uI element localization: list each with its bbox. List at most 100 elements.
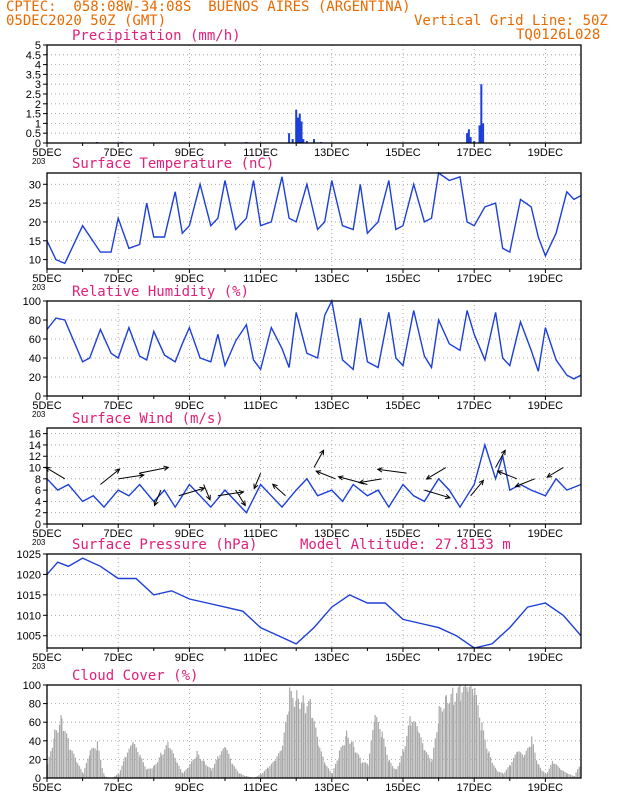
cloud-bar [338,758,340,778]
cloud-bar [461,692,463,778]
cloud-bar [213,763,216,778]
x-tick-label: 9DEC [175,273,204,285]
cloud-bar [236,771,239,778]
cloud-bar [195,757,197,778]
cloud-bar [269,766,271,778]
cloud-bar [397,766,399,778]
cloud-bar [182,773,184,778]
precip-bar [473,141,476,143]
cloud-bar [130,745,132,778]
cloud-bar [468,686,470,778]
x-tick-label: 11DEC [243,147,278,159]
cloud-bar [278,753,280,778]
cloud-bar [229,758,231,778]
x-tick-label: 15DEC [385,147,421,159]
cloud-bar [498,771,500,778]
x-tick-label: 7DEC [104,652,133,664]
cloud-bar [128,748,130,778]
cloud-bar [153,766,155,778]
wind-arrowhead [205,494,211,501]
cloud-bar [347,737,349,778]
cloud-bar [338,750,341,778]
cloud-bar [157,762,159,778]
cloud-bar [367,765,369,778]
cloud-bar [452,687,454,778]
cloud-bar [525,750,527,778]
cloud-bar [482,730,485,778]
cloud-bar [48,756,50,778]
wind-arrowhead [114,468,121,474]
cloud-bar [538,764,540,778]
cloud-bar [514,754,516,778]
x-tick-label: 5DEC [32,147,61,159]
cloud-bar [244,775,246,778]
cloud-bar [167,741,169,778]
cloud-bar [366,763,368,778]
cloud-bar [342,745,344,778]
cloud-bar [297,698,299,778]
cloud-bar [205,764,207,778]
x-tick-label: 9DEC [175,652,204,664]
cloud-bar [537,763,539,778]
cloud-bar [219,754,221,778]
cloud-bar [440,707,442,778]
cloud-bar [365,762,367,778]
cloud-bar [513,758,515,778]
precip-bar [467,129,470,143]
cloud-bar [67,738,69,778]
cloud-bar [511,762,513,778]
cloud-bar [507,767,509,778]
cloud-bar [308,701,310,778]
wind-arrowhead [478,479,485,486]
cloud-bar [137,752,139,778]
cloud-bar [189,764,191,778]
cloud-bar [78,765,80,778]
cloud-bar [303,702,305,778]
cloud-bar [422,743,424,778]
precip-bar [466,133,469,143]
cloud-bar [162,754,164,778]
cloud-bar [559,769,561,778]
cloud-bar [369,753,371,778]
plot-frame [46,553,582,649]
cloud-bar [299,708,301,778]
cloud-bar [407,725,409,778]
panel-title: Precipitation (mm/h) [72,28,241,44]
cloud-bar [101,767,103,778]
cloud-bar [233,766,235,778]
cloud-bar [393,768,395,778]
wind-arrow [118,474,144,480]
cloud-bar [160,752,162,778]
wind-arrow [272,483,286,497]
panel-title: Surface Temperature (nC) [72,156,274,172]
cloud-bar [100,759,102,778]
cloud-bar [501,772,504,778]
cloud-bar [473,695,475,778]
wind-arrow [315,470,336,480]
cloud-bar [283,732,285,778]
cloud-bar [306,706,308,778]
cloud-bar [125,757,127,778]
cloud-bar [276,756,278,778]
cloud-bar [224,747,226,778]
cloud-bar [424,750,426,778]
cloud-bar [438,705,440,778]
cloud-bar [242,774,244,778]
cloud-bar [329,770,331,778]
cloud-bar [430,761,432,778]
panel-title: Relative Humidity (%) [72,284,249,300]
wind-arrowhead [496,470,503,476]
x-tick-label: 13DEC [314,400,350,412]
cloud-bar [475,694,477,778]
cloud-bar [552,763,554,778]
cloud-bar [89,750,91,778]
cloud-bar [215,759,217,778]
cloud-bar [54,729,56,778]
cloud-bar [286,714,288,778]
cloud-bar [539,767,542,778]
cloud-bar [94,748,96,778]
cloud-bar [381,731,383,778]
cloud-bar [246,776,248,778]
cloud-bar [82,773,84,778]
cloud-bar [320,751,322,778]
